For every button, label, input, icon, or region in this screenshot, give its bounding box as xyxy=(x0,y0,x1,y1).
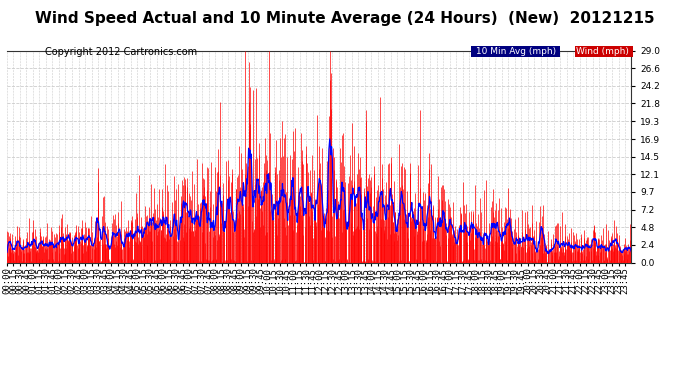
Text: Wind Speed Actual and 10 Minute Average (24 Hours)  (New)  20121215: Wind Speed Actual and 10 Minute Average … xyxy=(35,11,655,26)
Text: Copyright 2012 Cartronics.com: Copyright 2012 Cartronics.com xyxy=(45,47,197,57)
Text: Wind (mph): Wind (mph) xyxy=(576,47,632,56)
Text: 10 Min Avg (mph): 10 Min Avg (mph) xyxy=(473,47,559,56)
